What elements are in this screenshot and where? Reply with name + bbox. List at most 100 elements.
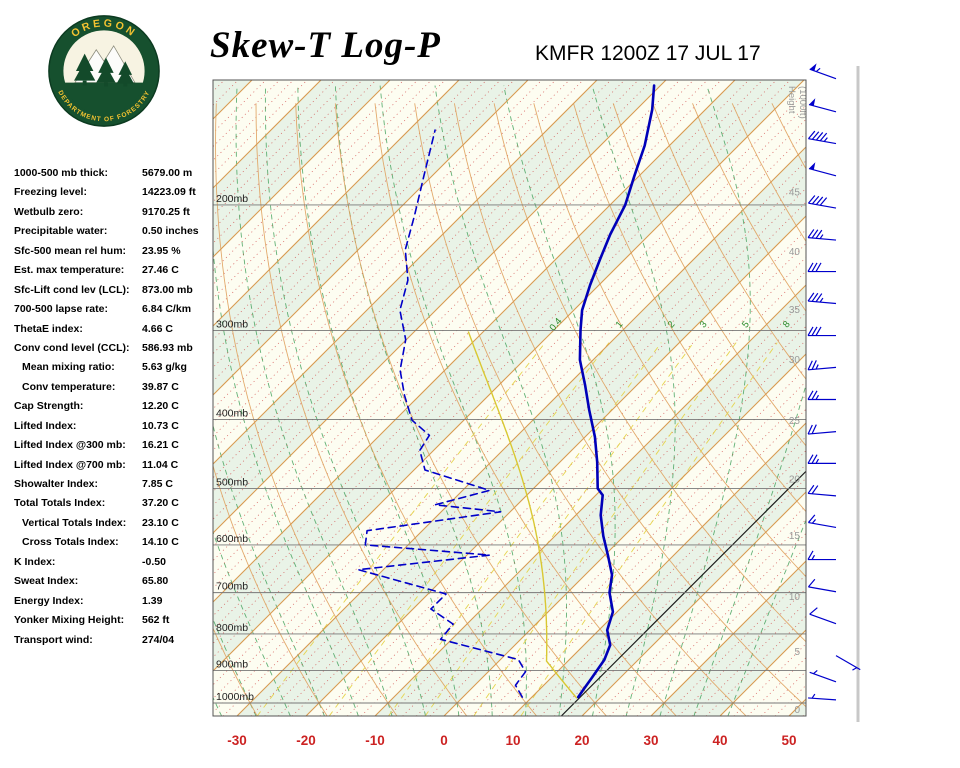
index-label: K Index: xyxy=(14,555,56,568)
svg-text:1: 1 xyxy=(614,319,626,330)
index-value: 14.10 C xyxy=(142,536,179,549)
index-label: Freezing level: xyxy=(14,186,87,199)
station-datetime: KMFR 1200Z 17 JUL 17 xyxy=(535,42,761,65)
index-label: Est. max temperature: xyxy=(14,264,125,277)
index-value: 65.80 xyxy=(142,575,169,588)
index-row: Sfc-Lift cond lev (LCL): 873.00 mb xyxy=(14,284,214,303)
index-label: Conv temperature: xyxy=(22,380,116,393)
wind-barb xyxy=(809,63,837,80)
index-row: Sweat Index: 65.80 xyxy=(14,575,214,594)
wind-barb xyxy=(807,229,837,241)
index-value: 274/04 xyxy=(142,633,175,646)
index-label: Sfc-500 mean rel hum: xyxy=(14,244,127,257)
index-value: 14223.09 ft xyxy=(142,186,196,199)
svg-text:40: 40 xyxy=(789,247,801,258)
parcel-path-line xyxy=(467,331,578,699)
svg-text:5: 5 xyxy=(740,319,752,330)
wind-barb xyxy=(808,162,837,177)
index-row: Lifted Index @700 mb: 11.04 C xyxy=(14,459,214,478)
logo-ground xyxy=(64,82,144,115)
index-value: 586.93 mb xyxy=(142,341,193,354)
reference-isotherm-line xyxy=(560,470,806,716)
index-value: 5679.00 m xyxy=(142,167,193,179)
isotherm-bands xyxy=(213,80,806,716)
svg-text:15: 15 xyxy=(789,531,801,542)
wind-barb xyxy=(807,326,836,337)
svg-text:8: 8 xyxy=(781,319,793,330)
svg-text:50: 50 xyxy=(781,733,796,748)
index-label: Yonker Mixing Height: xyxy=(14,614,125,627)
chart-border xyxy=(212,79,807,717)
index-value: 0.50 inches xyxy=(142,225,199,238)
index-value: 10.73 C xyxy=(142,419,179,432)
svg-text:1000mb: 1000mb xyxy=(216,691,254,703)
index-label: Cross Totals Index: xyxy=(22,536,119,549)
index-row: Lifted Index: 10.73 C xyxy=(14,420,214,439)
wind-barb xyxy=(807,578,837,593)
index-row: Mean mixing ratio: 5.63 g/kg xyxy=(14,361,214,380)
index-row: Conv temperature: 39.87 C xyxy=(14,381,214,400)
chart-plot-area: 200mb 300mb 400mb 500mb 600mb 700mb 800mb 900mb… xyxy=(213,80,808,716)
index-value: 27.46 C xyxy=(142,264,179,277)
index-value: 1.39 xyxy=(142,594,163,607)
svg-text:20: 20 xyxy=(574,733,589,748)
index-row: Cross Totals Index: 14.10 C xyxy=(14,536,214,555)
svg-text:-10: -10 xyxy=(365,733,385,748)
index-label: Sweat Index: xyxy=(14,575,79,588)
index-row: Lifted Index @300 mb: 16.21 C xyxy=(14,439,214,458)
index-value: 37.20 C xyxy=(142,497,179,510)
index-row: ThetaE index: 4.66 C xyxy=(14,323,214,342)
index-label: ThetaE index: xyxy=(14,322,83,335)
index-value: -0.50 xyxy=(142,555,166,568)
index-label: Showalter Index: xyxy=(14,478,99,490)
index-label: Lifted Index @700 mb: xyxy=(14,458,126,471)
index-row: Conv cond level (CCL): 586.93 mb xyxy=(14,342,214,361)
temp-axis-labels: -30 -20 -10 0 10 20 30 40 50 xyxy=(227,733,796,748)
index-row: Precipitable water: 0.50 inches xyxy=(14,225,214,244)
wind-barb xyxy=(807,195,837,209)
index-label: Mean mixing ratio: xyxy=(22,361,115,374)
index-row: Total Totals Index: 37.20 C xyxy=(14,497,214,516)
svg-text:400mb: 400mb xyxy=(216,407,248,419)
index-row: 700-500 lapse rate: 6.84 C/km xyxy=(14,303,214,322)
wind-barb xyxy=(807,390,836,401)
index-row: Sfc-500 mean rel hum: 23.95 % xyxy=(14,245,214,264)
wind-barb xyxy=(835,655,861,671)
index-label: Lifted Index: xyxy=(14,419,77,432)
svg-text:0: 0 xyxy=(440,733,448,748)
temperature-profile-line xyxy=(576,84,656,699)
index-value: 7.85 C xyxy=(142,478,173,490)
dewpoint-profile-line xyxy=(357,129,527,698)
index-row: Wetbulb zero: 9170.25 ft xyxy=(14,206,214,225)
height-axis-title: Height xyxy=(786,86,797,114)
wind-barb xyxy=(809,607,837,625)
index-value: 23.95 % xyxy=(142,244,181,257)
svg-text:300mb: 300mb xyxy=(216,318,248,330)
svg-text:5: 5 xyxy=(794,647,800,658)
index-label: Total Totals Index: xyxy=(14,497,106,510)
indices-panel: 1000-500 mb thick: 5679.00 m Freezing leve… xyxy=(14,167,214,653)
wind-barb xyxy=(807,454,836,464)
wind-barb xyxy=(807,514,837,529)
svg-text:700mb: 700mb xyxy=(216,581,248,593)
dry-adiabats xyxy=(213,103,806,716)
height-axis: 45 40 35 30 25 20 15 10 5 0 Height (1000ft) xyxy=(786,86,808,716)
index-label: Vertical Totals Index: xyxy=(22,516,127,529)
index-row: Est. max temperature: 27.46 C xyxy=(14,264,214,283)
index-label: 1000-500 mb thick: xyxy=(14,167,108,179)
svg-text:30: 30 xyxy=(643,733,658,748)
wind-barb xyxy=(807,484,837,497)
height-axis-title-unit: (1000ft) xyxy=(797,86,808,119)
index-value: 11.04 C xyxy=(142,458,179,471)
pressure-labels: 200mb 300mb 400mb 500mb 600mb 700mb 800mb 900mb… xyxy=(216,193,254,703)
index-value: 6.84 C/km xyxy=(142,303,192,316)
index-label: Transport wind: xyxy=(14,633,93,646)
svg-text:3: 3 xyxy=(698,319,710,330)
index-label: Energy Index: xyxy=(14,594,84,607)
svg-text:40: 40 xyxy=(712,733,727,748)
index-value: 39.87 C xyxy=(142,380,179,393)
svg-text:2: 2 xyxy=(666,319,678,330)
svg-text:900mb: 900mb xyxy=(216,658,248,670)
index-value: 562 ft xyxy=(142,614,170,627)
